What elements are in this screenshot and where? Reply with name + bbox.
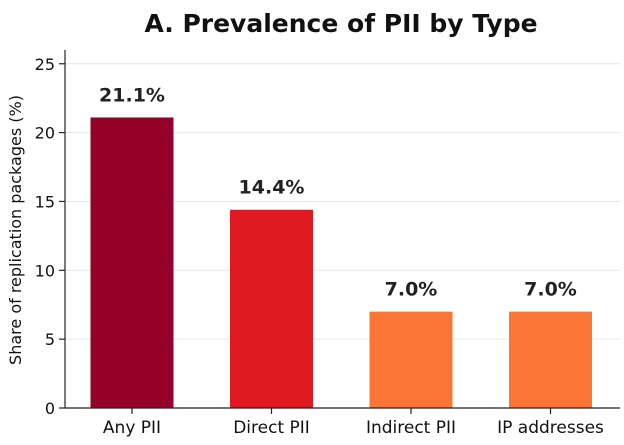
y-ticks: 0 5 10 15 20 25 (35, 55, 65, 418)
y-tick-label: 25 (35, 55, 55, 74)
x-ticks: Any PII Direct PII Indirect PII IP addresse… (103, 408, 604, 438)
bar-value-label: 21.1% (99, 84, 165, 106)
bar (509, 311, 592, 408)
y-axis-label: Share of replication packages (%) (6, 95, 25, 365)
x-tick-label: Indirect PII (366, 418, 456, 438)
y-tick-label: 20 (35, 124, 55, 143)
chart-title: A. Prevalence of PII by Type (144, 9, 537, 38)
bars (90, 117, 592, 408)
y-tick-label: 10 (35, 261, 55, 280)
bar (230, 209, 313, 408)
bar-value-label: 7.0% (385, 279, 438, 301)
y-tick-label: 15 (35, 192, 55, 211)
data-labels: 21.1% 14.4% 7.0% 7.0% (99, 84, 577, 300)
x-tick-label: IP addresses (497, 418, 604, 438)
x-tick-label: Any PII (103, 418, 161, 438)
y-tick-label: 0 (45, 399, 55, 418)
bar (369, 311, 453, 408)
bar-value-label: 14.4% (239, 177, 305, 199)
bar-value-label: 7.0% (524, 279, 577, 301)
y-tick-label: 5 (45, 330, 55, 349)
bar (90, 117, 174, 408)
x-tick-label: Direct PII (233, 418, 310, 438)
